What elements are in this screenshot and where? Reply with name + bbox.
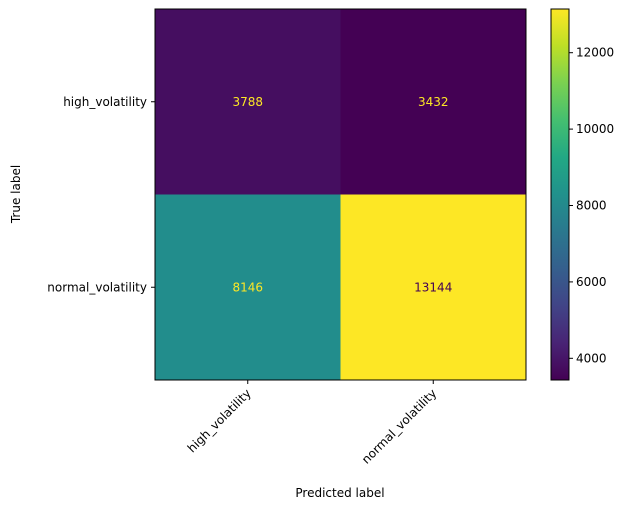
heatmap-cell-labels: 3788 3432 8146 13144	[232, 95, 452, 295]
heatmap-cell	[155, 194, 341, 380]
y-tick-label: normal_volatility	[47, 280, 147, 294]
heatmap-cell	[340, 194, 526, 380]
cell-value-label: 3788	[232, 95, 263, 109]
cell-value-label: 3432	[418, 95, 449, 109]
heatmap-cell	[155, 9, 341, 195]
colorbar-tick-label: 10000	[576, 122, 614, 136]
x-axis-label: Predicted label	[295, 486, 384, 500]
colorbar-frame	[550, 8, 570, 381]
x-tick-label: normal_volatility	[359, 386, 439, 466]
heatmap-cells	[155, 9, 526, 380]
cell-value-label: 8146	[232, 280, 263, 294]
colorbar-tick-label: 4000	[576, 351, 607, 365]
colorbar-tick-label: 8000	[576, 199, 607, 213]
plot-frame	[154, 8, 527, 381]
y-tick-label: high_volatility	[63, 95, 147, 109]
colorbar-ticks: 4000 6000 8000 10000 12000	[569, 46, 614, 365]
y-axis-label: True label	[9, 165, 23, 224]
cell-value-label: 13144	[414, 280, 452, 294]
colorbar-gradient	[551, 9, 569, 380]
colorbar-tick-label: 12000	[576, 46, 614, 60]
x-tick-label: high_volatility	[185, 386, 254, 455]
colorbar-tick-label: 6000	[576, 275, 607, 289]
x-axis-ticks: high_volatility normal_volatility	[185, 380, 439, 467]
y-axis-ticks: high_volatility normal_volatility	[47, 95, 155, 294]
heatmap-cell	[340, 9, 526, 195]
